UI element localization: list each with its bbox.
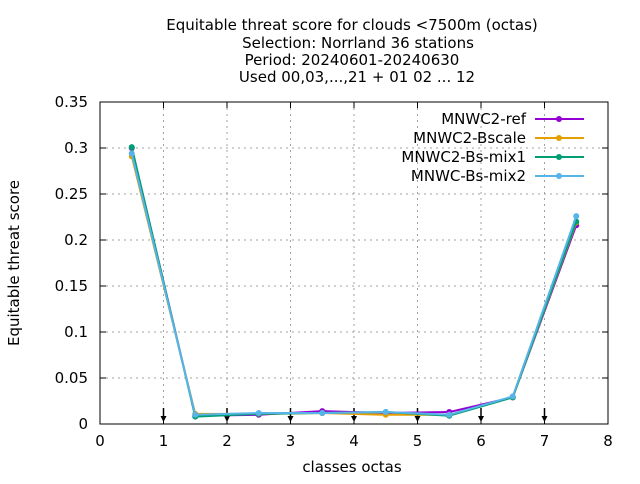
data-point-2 — [128, 144, 135, 151]
x-tick-label: 8 — [603, 432, 613, 450]
legend: MNWC2-refMNWC2-BscaleMNWC2-Bs-mix1MNWC-B… — [401, 110, 584, 185]
title-line-3: Period: 20240601-20240630 — [245, 51, 460, 69]
data-point-3 — [382, 409, 389, 416]
data-point-3 — [509, 393, 516, 400]
y-tick-label: 0 — [78, 415, 88, 433]
series-line-3 — [130, 153, 578, 416]
legend-marker — [556, 173, 562, 179]
title-line-1: Equitable threat score for clouds <7500m… — [166, 16, 538, 34]
data-point-3 — [128, 150, 135, 157]
y-tick-label: 0.2 — [64, 231, 88, 249]
legend-label: MNWC-Bs-mix2 — [411, 167, 526, 185]
data-point-3 — [573, 213, 580, 220]
axes: 0 0.05 0.1 0.15 0.2 0.25 0.3 0.35 0 1 2 3 4 5 6 7 8 — [55, 93, 613, 450]
y-tick-label: 0.25 — [55, 185, 88, 203]
y-tick-label: 0.35 — [55, 93, 88, 111]
title-line-4: Used 00,03,...,21 + 01 02 ... 12 — [239, 68, 475, 86]
chart-title: Equitable threat score for clouds <7500m… — [166, 16, 538, 86]
x-tick-label: 1 — [159, 432, 169, 450]
legend-label: MNWC2-Bscale — [413, 129, 526, 147]
y-tick-label: 0.3 — [64, 139, 88, 157]
legend-marker — [556, 116, 562, 122]
y-tick-label: 0.05 — [55, 369, 88, 387]
series-line-0 — [130, 147, 578, 417]
data-point-3 — [255, 409, 262, 416]
legend-marker — [556, 154, 562, 160]
data-point-3 — [319, 409, 326, 416]
x-tick-label: 6 — [476, 432, 486, 450]
x-tick-label: 5 — [413, 432, 423, 450]
grid-lines — [100, 102, 608, 424]
data-point-3 — [192, 411, 199, 418]
y-tick-label: 0.1 — [64, 323, 88, 341]
x-tick-label: 2 — [222, 432, 232, 450]
data-point-3 — [446, 411, 453, 418]
legend-label: MNWC2-ref — [441, 110, 526, 128]
title-line-2: Selection: Norrland 36 stations — [242, 34, 474, 52]
y-tick-label: 0.15 — [55, 277, 88, 295]
legend-label: MNWC2-Bs-mix1 — [401, 148, 526, 166]
x-tick-label: 7 — [540, 432, 550, 450]
series-lines — [128, 144, 580, 420]
x-axis-label: classes octas — [302, 458, 402, 476]
x-tick-label: 0 — [95, 432, 105, 450]
y-axis-label: Equitable threat score — [5, 180, 23, 346]
legend-marker — [556, 135, 562, 141]
x-tick-label: 3 — [286, 432, 296, 450]
x-tick-label: 4 — [349, 432, 359, 450]
